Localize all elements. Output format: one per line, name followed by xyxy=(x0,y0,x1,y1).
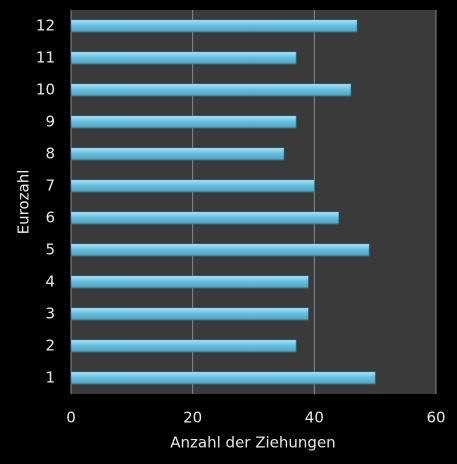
y-axis-title: Eurozahl xyxy=(15,170,33,235)
x-axis-title: Anzahl der Ziehungen xyxy=(170,434,335,452)
bar-highlight xyxy=(71,372,376,384)
y-tick-label: 1 xyxy=(45,369,55,387)
y-tick-label: 4 xyxy=(45,273,55,291)
y-tick-label: 5 xyxy=(45,241,55,259)
bar-highlight xyxy=(71,116,297,128)
bar-highlight xyxy=(71,20,357,32)
y-tick-label: 7 xyxy=(45,177,55,195)
y-tick-label: 3 xyxy=(45,305,55,323)
bar-highlight xyxy=(71,148,284,160)
y-tick-label: 11 xyxy=(36,49,55,67)
y-tick-label: 2 xyxy=(45,337,55,355)
y-tick-label: 9 xyxy=(45,113,55,131)
y-tick-label: 8 xyxy=(45,145,55,163)
x-tick-label: 20 xyxy=(183,409,202,427)
bar-highlight xyxy=(71,180,315,192)
x-tick-label: 0 xyxy=(66,409,76,427)
plot-area xyxy=(71,10,436,394)
bar-highlight xyxy=(71,340,297,352)
bar-highlight xyxy=(71,276,309,288)
y-tick-label: 6 xyxy=(45,209,55,227)
bar-highlight xyxy=(71,244,370,256)
bar-highlight xyxy=(71,52,297,64)
x-tick-label: 40 xyxy=(305,409,324,427)
x-tick-label: 60 xyxy=(426,409,445,427)
bar-highlight xyxy=(71,84,351,96)
bar-highlight xyxy=(71,308,309,320)
bar-highlight xyxy=(71,212,339,224)
y-tick-label: 12 xyxy=(36,17,55,35)
y-tick-label: 10 xyxy=(36,81,55,99)
